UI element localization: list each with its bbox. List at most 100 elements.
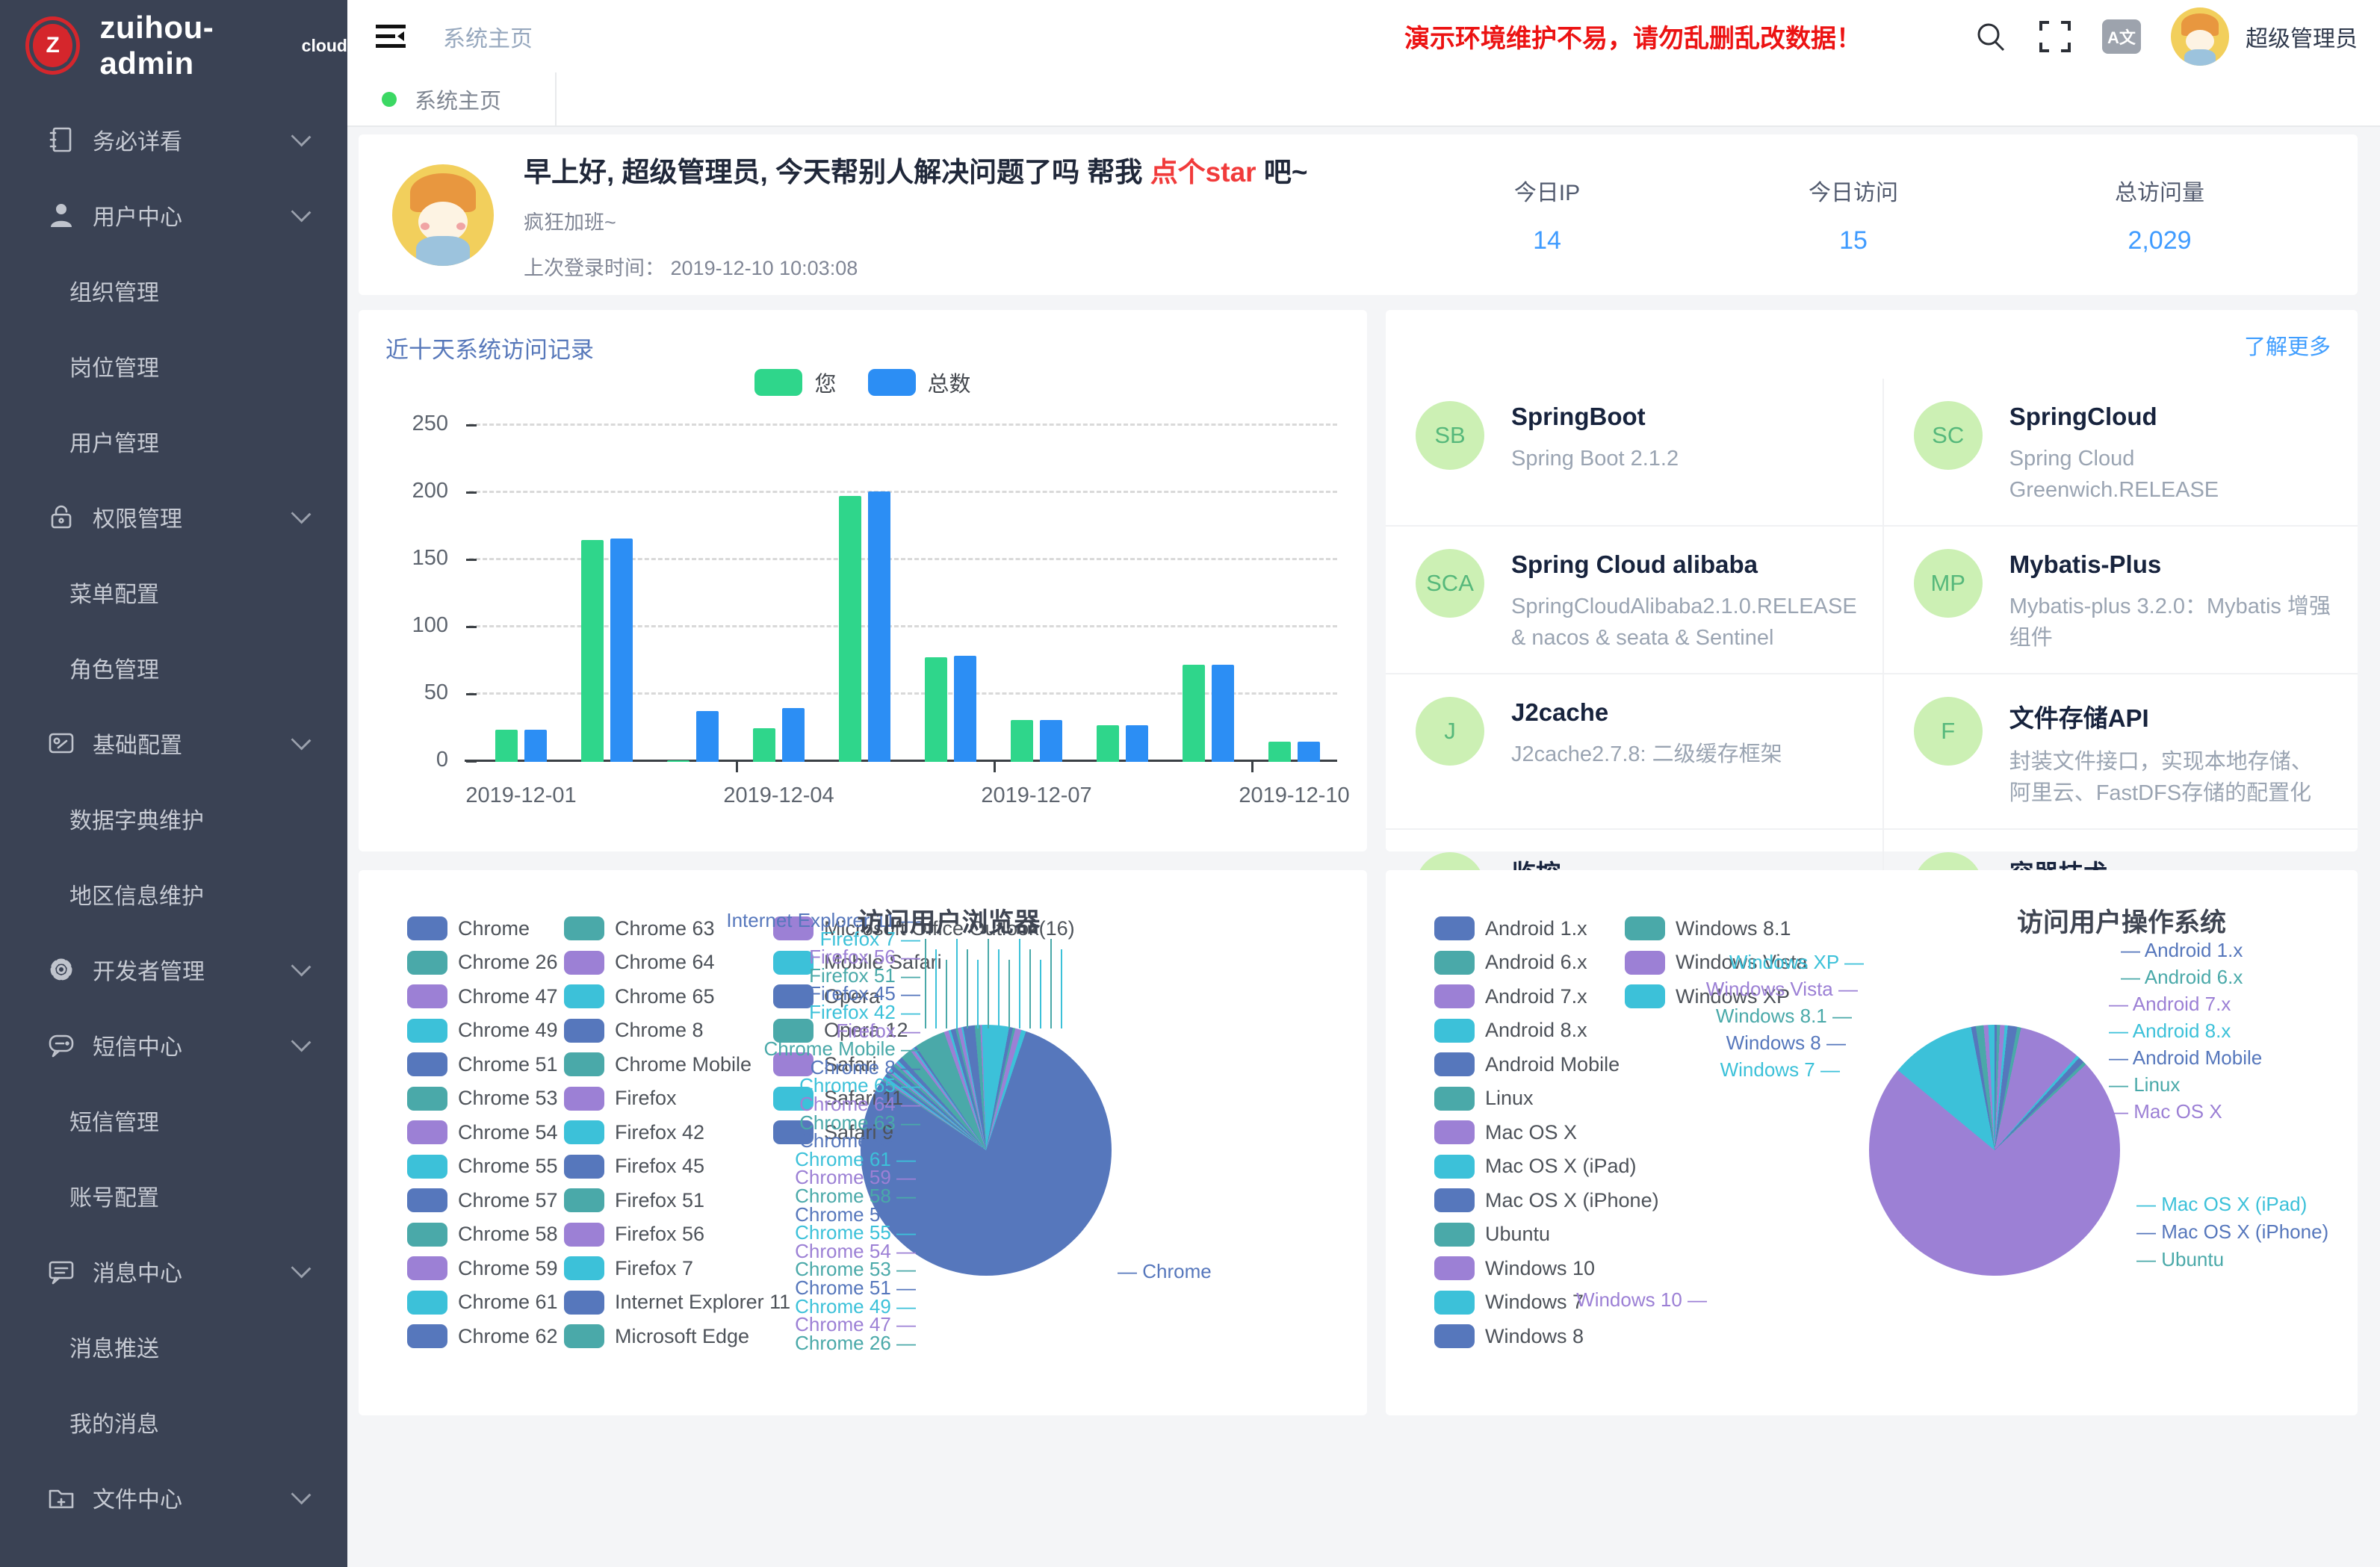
bar-您[interactable]: [1011, 720, 1033, 762]
legend-item[interactable]: Chrome 47: [407, 984, 558, 1008]
legend-item[interactable]: Ubuntu: [1434, 1223, 1550, 1247]
legend-item[interactable]: Chrome Mobile: [564, 1052, 752, 1076]
legend-item[interactable]: Android 7.x: [1434, 984, 1587, 1008]
bar-总数[interactable]: [1298, 742, 1320, 762]
bar-总数[interactable]: [782, 708, 805, 762]
legend-item[interactable]: Chrome 51: [407, 1052, 558, 1076]
sidebar-item-1[interactable]: 用户中心: [0, 177, 347, 252]
app-logo[interactable]: Z zuihou-admin cloud: [0, 0, 347, 91]
bar-总数[interactable]: [1212, 665, 1234, 762]
bar-您[interactable]: [1183, 665, 1205, 762]
tech-card[interactable]: SCASpring Cloud alibabaSpringCloudAlibab…: [1386, 525, 1884, 673]
sidebar-item-18[interactable]: 文件中心: [0, 1459, 347, 1535]
legend-item[interactable]: Chrome 26: [407, 951, 558, 975]
tech-card[interactable]: SBSpringBootSpring Boot 2.1.2: [1386, 379, 1884, 525]
legend-item[interactable]: 总数: [868, 367, 971, 398]
legend-item[interactable]: Internet Explorer 11: [564, 1291, 790, 1315]
legend-item[interactable]: Mac OS X (iPhone): [1434, 1188, 1659, 1212]
sidebar-subitem-9[interactable]: 数据字典维护: [0, 781, 347, 856]
tech-card[interactable]: JJ2cacheJ2cache2.7.8: 二级缓存框架: [1386, 673, 1884, 828]
sidebar-item-5[interactable]: 权限管理: [0, 479, 347, 554]
bar-总数[interactable]: [954, 656, 976, 762]
learn-more-link[interactable]: 了解更多: [2244, 329, 2331, 361]
tech-card[interactable]: MPMybatis-PlusMybatis-plus 3.2.0：Mybatis…: [1884, 525, 2358, 673]
legend-item[interactable]: Chrome 55: [407, 1155, 558, 1179]
legend-item[interactable]: Firefox 56: [564, 1223, 704, 1247]
legend-item[interactable]: Android 1.x: [1434, 916, 1587, 940]
bar-您[interactable]: [839, 496, 861, 762]
search-icon[interactable]: [1974, 19, 2008, 54]
sidebar-subitem-17[interactable]: 我的消息: [0, 1384, 347, 1459]
star-link[interactable]: 点个star: [1150, 157, 1256, 187]
sidebar-subitem-2[interactable]: 组织管理: [0, 252, 347, 328]
sidebar-subitem-14[interactable]: 账号配置: [0, 1158, 347, 1233]
sidebar-item-8[interactable]: 基础配置: [0, 705, 347, 781]
breadcrumb[interactable]: 系统主页: [443, 20, 533, 53]
legend-item[interactable]: Mac OS X (iPad): [1434, 1155, 1637, 1179]
legend-item[interactable]: 您: [754, 367, 836, 398]
tech-card[interactable]: F文件存储API封装文件接口，实现本地存储、阿里云、FastDFS存储的配置化: [1884, 673, 2358, 828]
bar-总数[interactable]: [868, 491, 890, 762]
legend-item[interactable]: Chrome 64: [564, 951, 715, 975]
legend-item[interactable]: Windows 7: [1434, 1291, 1584, 1315]
tech-card[interactable]: SCSpringCloudSpring Cloud Greenwich.RELE…: [1884, 379, 2358, 525]
sidebar-subitem-3[interactable]: 岗位管理: [0, 328, 347, 403]
legend-item[interactable]: Microsoft Edge: [564, 1324, 749, 1348]
legend-item[interactable]: Firefox 45: [564, 1155, 704, 1179]
collapse-menu-icon[interactable]: [374, 22, 407, 52]
legend-item[interactable]: Firefox 42: [564, 1120, 704, 1144]
sidebar-item-15[interactable]: 消息中心: [0, 1233, 347, 1309]
fullscreen-icon[interactable]: [2038, 19, 2072, 54]
bar-总数[interactable]: [524, 730, 547, 762]
legend-item[interactable]: Chrome: [407, 916, 530, 940]
legend-item[interactable]: Windows 10: [1434, 1256, 1595, 1280]
bar-您[interactable]: [495, 730, 518, 762]
bar-总数[interactable]: [1126, 725, 1148, 762]
pie-chart[interactable]: [1869, 1025, 2120, 1276]
legend-item[interactable]: Chrome 54: [407, 1120, 558, 1144]
legend-item[interactable]: Firefox 51: [564, 1188, 704, 1212]
tab-home[interactable]: 系统主页: [347, 72, 557, 125]
legend-item[interactable]: Firefox 7: [564, 1256, 693, 1280]
legend-item[interactable]: Chrome 65: [564, 984, 715, 1008]
bar-您[interactable]: [753, 728, 775, 762]
bar-总数[interactable]: [1040, 720, 1062, 762]
sidebar-item-11[interactable]: 开发者管理: [0, 931, 347, 1007]
legend-item[interactable]: Android 8.x: [1434, 1019, 1587, 1043]
legend-item[interactable]: Android 6.x: [1434, 951, 1587, 975]
legend-item[interactable]: Android Mobile: [1434, 1052, 1620, 1076]
legend-item[interactable]: Firefox: [564, 1087, 677, 1111]
sidebar-subitem-6[interactable]: 菜单配置: [0, 554, 347, 630]
username[interactable]: 超级管理员: [2246, 20, 2358, 53]
legend-item[interactable]: Chrome 57: [407, 1188, 558, 1212]
legend-item[interactable]: Windows 8.1: [1625, 916, 1791, 940]
bar-您[interactable]: [1268, 742, 1291, 762]
sidebar-subitem-16[interactable]: 消息推送: [0, 1309, 347, 1384]
bar-您[interactable]: [667, 760, 689, 762]
sidebar-item-12[interactable]: 短信中心: [0, 1007, 347, 1082]
legend-item[interactable]: Mac OS X: [1434, 1120, 1577, 1144]
legend-item[interactable]: Windows 8: [1434, 1324, 1584, 1348]
user-avatar[interactable]: [2171, 7, 2229, 66]
legend-item[interactable]: Chrome 49: [407, 1019, 558, 1043]
bar-总数[interactable]: [610, 539, 633, 762]
legend-item[interactable]: Chrome 8: [564, 1019, 704, 1043]
language-switch-icon[interactable]: A文: [2102, 19, 2141, 54]
sidebar-subitem-7[interactable]: 角色管理: [0, 630, 347, 705]
sidebar-subitem-4[interactable]: 用户管理: [0, 403, 347, 479]
bar-您[interactable]: [1097, 725, 1119, 762]
bar-总数[interactable]: [696, 711, 719, 762]
legend-item[interactable]: Chrome 59: [407, 1256, 558, 1280]
legend-item[interactable]: Chrome 62: [407, 1324, 558, 1348]
legend-item[interactable]: Chrome 63: [564, 916, 715, 940]
legend-item[interactable]: Chrome 61: [407, 1291, 558, 1315]
sidebar-subitem-10[interactable]: 地区信息维护: [0, 856, 347, 931]
bar-您[interactable]: [925, 657, 947, 762]
legend-item[interactable]: Linux: [1434, 1087, 1534, 1111]
sidebar-item-0[interactable]: 务必详看: [0, 102, 347, 177]
pie-leader-line: [1029, 949, 1031, 1028]
legend-item[interactable]: Chrome 58: [407, 1223, 558, 1247]
bar-您[interactable]: [581, 540, 604, 762]
sidebar-subitem-13[interactable]: 短信管理: [0, 1082, 347, 1158]
legend-item[interactable]: Chrome 53: [407, 1087, 558, 1111]
